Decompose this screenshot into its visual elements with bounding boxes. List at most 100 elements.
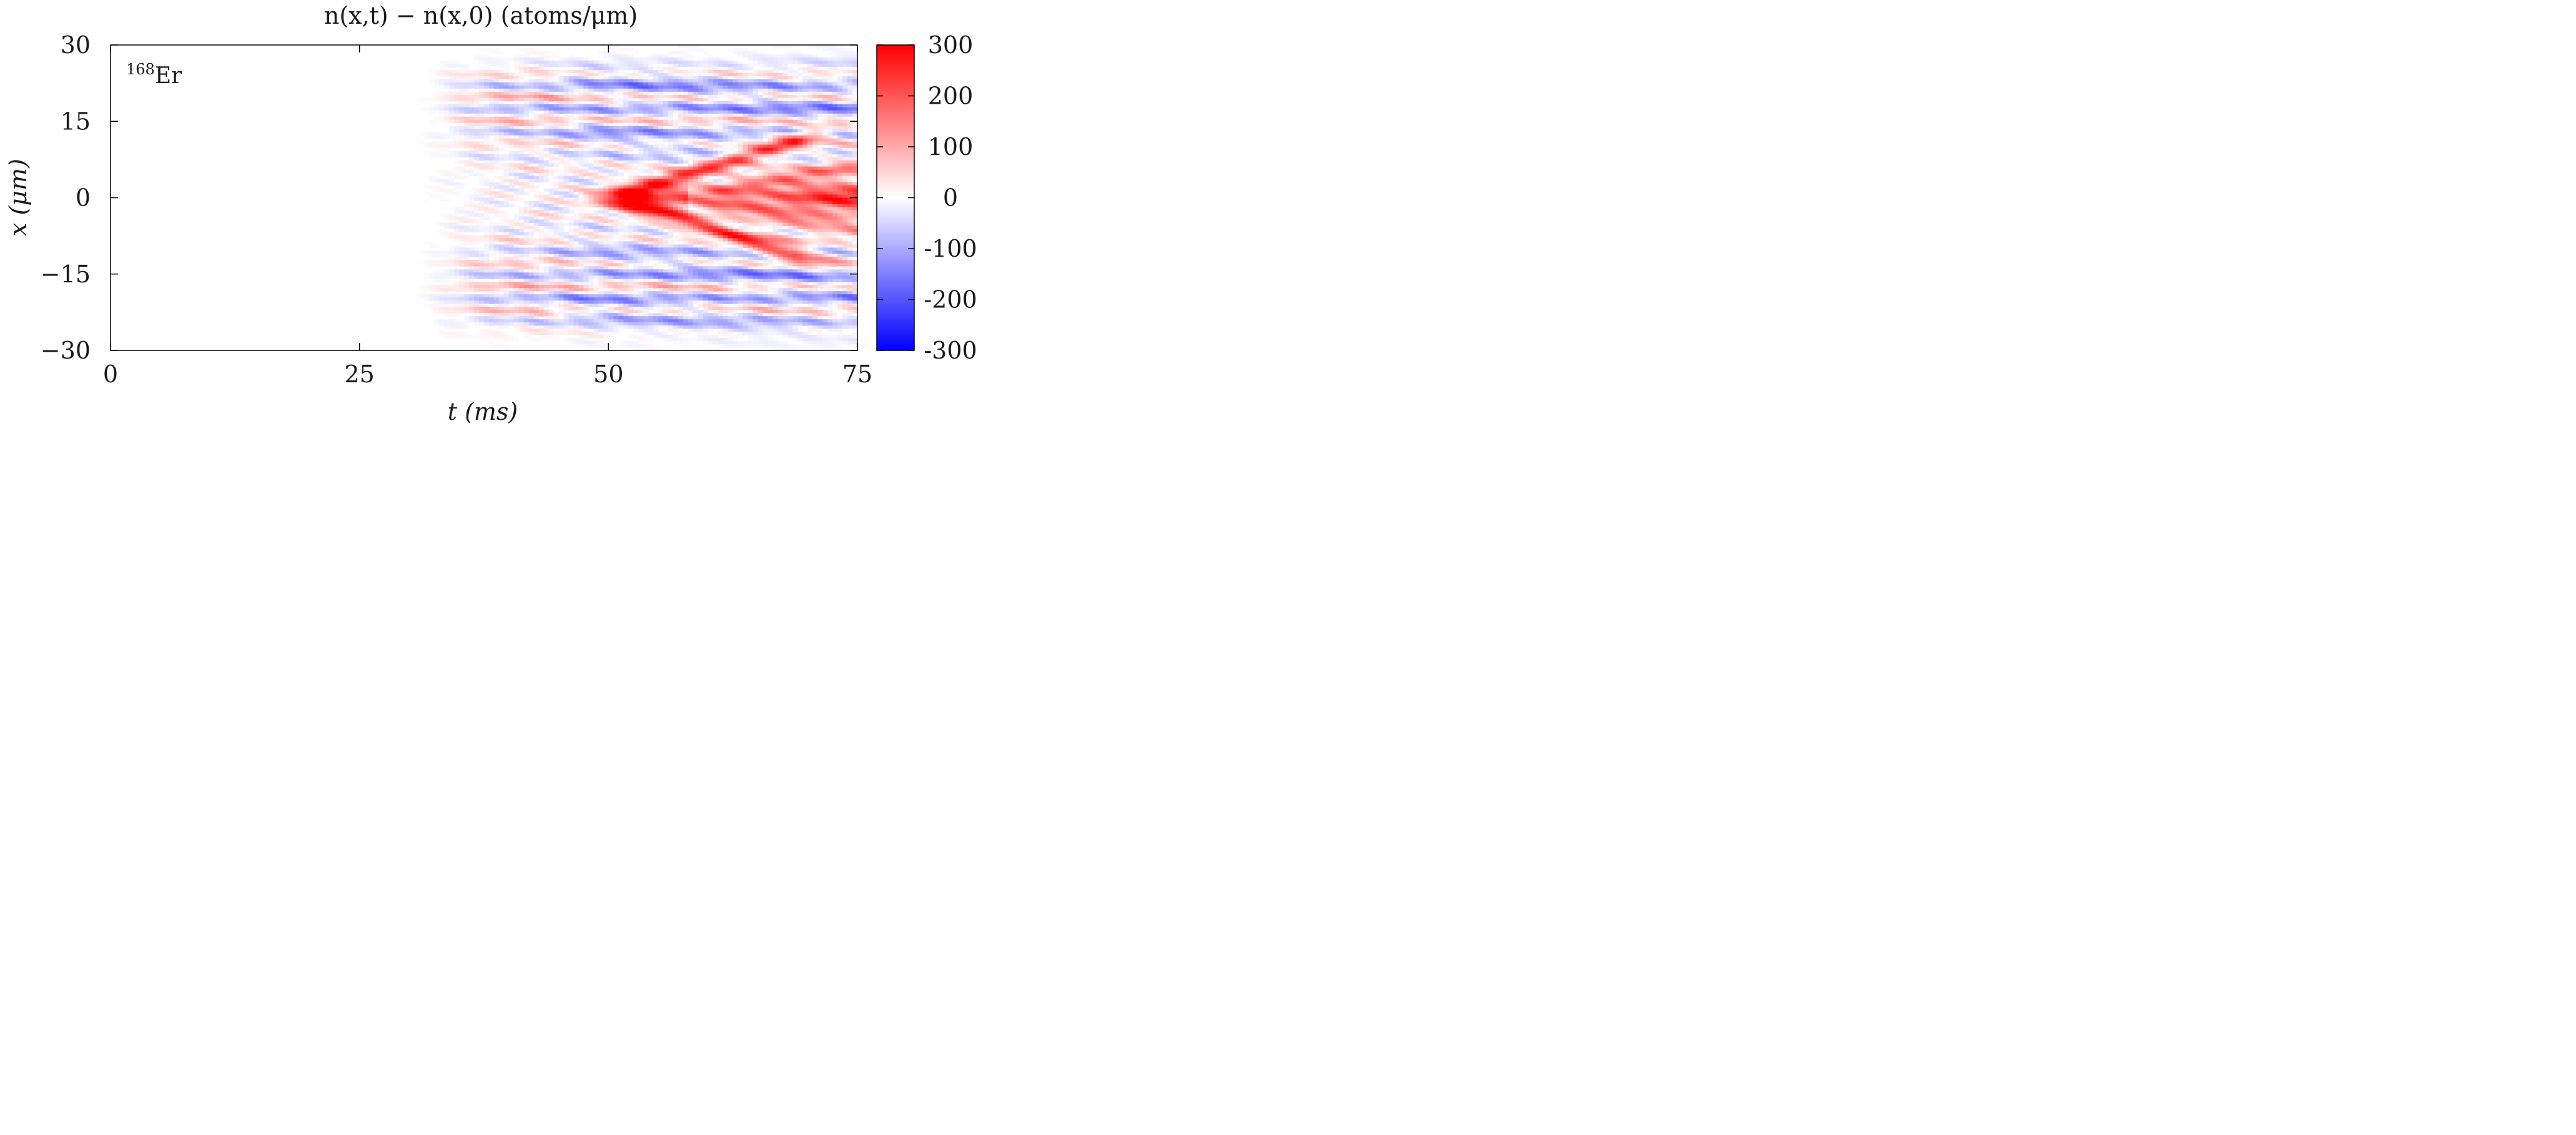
heatmap-cell bbox=[648, 269, 654, 273]
heatmap-cell bbox=[593, 263, 599, 267]
heatmap-cell bbox=[613, 88, 619, 92]
heatmap-cell bbox=[469, 238, 475, 242]
heatmap-cell bbox=[548, 151, 555, 155]
heatmap-cell bbox=[523, 269, 530, 273]
heatmap-cell bbox=[593, 201, 599, 205]
heatmap-cell bbox=[503, 347, 510, 350]
heatmap-cell bbox=[713, 260, 719, 264]
heatmap-cell bbox=[548, 160, 555, 164]
heatmap-cell bbox=[718, 151, 724, 155]
heatmap-cell bbox=[503, 235, 510, 239]
heatmap-cell bbox=[459, 79, 465, 83]
heatmap-cell bbox=[643, 57, 649, 61]
heatmap-cell bbox=[648, 344, 654, 348]
heatmap-cell bbox=[713, 222, 719, 227]
heatmap-cell bbox=[528, 250, 535, 254]
heatmap-cell bbox=[668, 297, 674, 301]
heatmap-cell bbox=[603, 297, 609, 301]
heatmap-cell bbox=[613, 332, 619, 335]
heatmap-cell bbox=[444, 60, 450, 64]
heatmap-cell bbox=[588, 169, 595, 174]
heatmap-cell bbox=[688, 204, 694, 208]
heatmap-cell bbox=[628, 226, 634, 229]
heatmap-cell bbox=[419, 294, 425, 298]
heatmap-cell bbox=[723, 94, 729, 99]
heatmap-cell bbox=[618, 60, 624, 64]
heatmap-cell bbox=[558, 176, 565, 180]
heatmap-cell bbox=[588, 69, 595, 74]
heatmap-cell bbox=[653, 282, 659, 285]
heatmap-cell bbox=[593, 132, 599, 136]
heatmap-cell bbox=[528, 51, 535, 55]
heatmap-cell bbox=[663, 66, 669, 71]
heatmap-cell bbox=[613, 182, 619, 186]
heatmap-cell bbox=[638, 266, 644, 270]
heatmap-cell bbox=[703, 119, 709, 124]
heatmap-cell bbox=[439, 263, 445, 267]
heatmap-cell bbox=[449, 254, 455, 257]
heatmap-cell bbox=[708, 85, 714, 89]
heatmap-cell bbox=[568, 154, 575, 158]
heatmap-cell bbox=[419, 132, 425, 136]
heatmap-cell bbox=[673, 60, 679, 64]
heatmap-cell bbox=[454, 104, 460, 108]
heatmap-cell bbox=[598, 79, 604, 83]
heatmap-cell bbox=[663, 107, 669, 111]
heatmap-cell bbox=[543, 110, 550, 114]
heatmap-cell bbox=[713, 191, 719, 196]
heatmap-cell bbox=[459, 207, 465, 211]
heatmap-cell bbox=[558, 69, 565, 74]
heatmap-cell bbox=[718, 104, 724, 108]
heatmap-cell bbox=[578, 257, 585, 260]
heatmap-cell bbox=[593, 319, 599, 323]
heatmap-cell bbox=[703, 163, 709, 167]
heatmap-cell bbox=[688, 157, 694, 161]
heatmap-cell bbox=[429, 285, 435, 289]
heatmap-cell bbox=[533, 307, 540, 310]
heatmap-cell bbox=[668, 194, 674, 199]
heatmap-cell bbox=[638, 57, 644, 61]
heatmap-cell bbox=[573, 313, 580, 317]
heatmap-cell bbox=[479, 107, 485, 111]
heatmap-cell bbox=[598, 132, 604, 136]
heatmap-cell bbox=[474, 285, 480, 289]
heatmap-cell bbox=[643, 222, 649, 227]
heatmap-cell bbox=[688, 266, 694, 270]
heatmap-cell bbox=[653, 272, 659, 276]
heatmap-cell bbox=[508, 272, 515, 276]
heatmap-cell bbox=[718, 210, 724, 214]
heatmap-cell bbox=[439, 119, 445, 124]
heatmap-cell bbox=[663, 119, 669, 124]
heatmap-cell bbox=[588, 222, 595, 227]
heatmap-cell bbox=[424, 151, 430, 155]
heatmap-cell bbox=[703, 322, 709, 326]
heatmap-cell bbox=[513, 254, 520, 257]
heatmap-cell bbox=[503, 325, 510, 329]
heatmap-cell bbox=[603, 260, 609, 264]
heatmap-cell bbox=[668, 185, 674, 189]
heatmap-cell bbox=[553, 297, 560, 301]
heatmap-cell bbox=[603, 188, 609, 192]
heatmap-cell bbox=[553, 232, 560, 235]
heatmap-cell bbox=[638, 97, 644, 102]
heatmap-cell bbox=[543, 244, 550, 248]
heatmap-cell bbox=[663, 213, 669, 217]
heatmap-cell bbox=[653, 275, 659, 279]
heatmap-cell bbox=[538, 201, 545, 205]
heatmap-cell bbox=[598, 157, 604, 161]
heatmap-cell bbox=[668, 269, 674, 273]
heatmap-cell bbox=[523, 157, 530, 161]
heatmap-cell bbox=[538, 229, 545, 232]
heatmap-cell bbox=[718, 91, 724, 96]
heatmap-cell bbox=[523, 138, 530, 142]
heatmap-cell bbox=[503, 282, 510, 285]
heatmap-cell bbox=[444, 94, 450, 99]
heatmap-cell bbox=[474, 157, 480, 161]
heatmap-cell bbox=[459, 76, 465, 80]
heatmap-cell bbox=[459, 285, 465, 289]
heatmap-cell bbox=[523, 226, 530, 229]
heatmap-cell bbox=[488, 94, 495, 99]
heatmap-cell bbox=[464, 119, 470, 124]
heatmap-cell bbox=[643, 257, 649, 260]
heatmap-cell bbox=[673, 210, 679, 214]
